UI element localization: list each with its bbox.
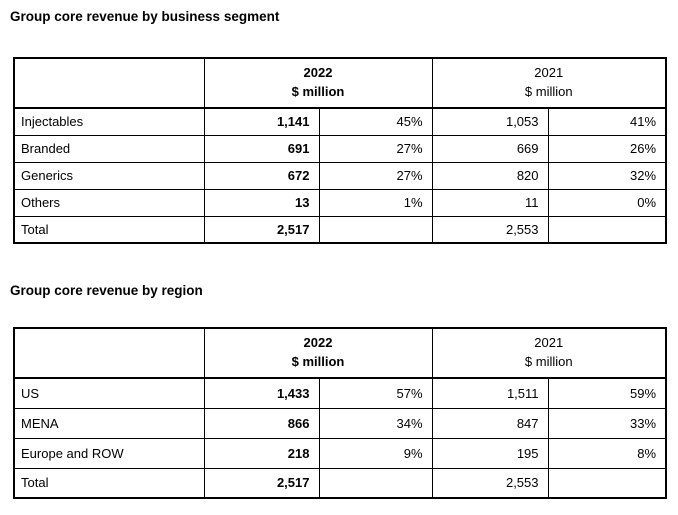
region-header-2022-year: 2022 [303,335,333,350]
value-2021: 195 [431,437,549,469]
row-label: MENA [13,407,205,439]
percent-2022 [318,215,433,244]
percent-2022: 27% [318,134,433,163]
value-2021: 820 [431,161,549,190]
value-2021: 669 [431,134,549,163]
segment-section-title: Group core revenue by business segment [10,9,280,24]
value-2022: 2,517 [203,215,320,244]
percent-2021: 26% [547,134,667,163]
percent-2022: 45% [318,107,433,136]
percent-2022: 57% [318,377,433,409]
value-2021: 2,553 [431,467,549,499]
segment-header-2021: 2021 $ million [431,57,667,109]
value-2021: 1,511 [431,377,549,409]
segment-header-empty-cell [13,57,205,109]
percent-2022 [318,467,433,499]
value-2021: 1,053 [431,107,549,136]
value-2022: 2,517 [203,467,320,499]
percent-2021: 32% [547,161,667,190]
segment-header-row: 2022 $ million 2021 $ million [13,57,667,109]
segment-header-2022-unit: $ million [291,84,345,99]
segment-header-2022: 2022 $ million [203,57,433,109]
row-label: Branded [13,134,205,163]
region-revenue-table: 2022 $ million 2021 $ million US 1,433 5… [13,327,668,499]
table-row: Generics 672 27% 820 32% [13,161,667,190]
value-2021: 11 [431,188,549,217]
row-label: Generics [13,161,205,190]
table-row: Injectables 1,141 45% 1,053 41% [13,107,667,136]
value-2022: 218 [203,437,320,469]
row-label: Injectables [13,107,205,136]
percent-2021: 8% [547,437,667,469]
value-2021: 2,553 [431,215,549,244]
value-2022: 672 [203,161,320,190]
table-row-total: Total 2,517 2,553 [13,215,667,244]
segment-table-header: 2022 $ million 2021 $ million [13,57,667,109]
table-row-total: Total 2,517 2,553 [13,467,667,499]
percent-2022: 1% [318,188,433,217]
region-header-2022-unit: $ million [291,354,345,369]
value-2022: 13 [203,188,320,217]
percent-2021 [547,467,667,499]
row-label: Others [13,188,205,217]
value-2022: 1,433 [203,377,320,409]
percent-2021: 41% [547,107,667,136]
region-header-2022: 2022 $ million [203,327,433,379]
row-label: Europe and ROW [13,437,205,469]
percent-2021 [547,215,667,244]
table-row: MENA 866 34% 847 33% [13,407,667,439]
row-label: US [13,377,205,409]
region-header-2021-unit: $ million [524,354,573,369]
table-row: Branded 691 27% 669 26% [13,134,667,163]
region-header-2021-year: 2021 [534,335,564,350]
region-section-title: Group core revenue by region [10,283,203,298]
table-row: US 1,433 57% 1,511 59% [13,377,667,409]
row-label: Total [13,215,205,244]
percent-2022: 9% [318,437,433,469]
segment-header-2021-unit: $ million [524,84,573,99]
percent-2022: 34% [318,407,433,439]
table-row: Europe and ROW 218 9% 195 8% [13,437,667,469]
percent-2021: 59% [547,377,667,409]
region-table-header: 2022 $ million 2021 $ million [13,327,667,379]
row-label: Total [13,467,205,499]
segment-header-2021-year: 2021 [534,65,564,80]
segment-revenue-table: 2022 $ million 2021 $ million Injectable… [13,57,668,244]
percent-2021: 0% [547,188,667,217]
region-header-2021: 2021 $ million [431,327,667,379]
percent-2021: 33% [547,407,667,439]
region-header-row: 2022 $ million 2021 $ million [13,327,667,379]
value-2022: 1,141 [203,107,320,136]
region-header-empty-cell [13,327,205,379]
value-2022: 866 [203,407,320,439]
value-2021: 847 [431,407,549,439]
value-2022: 691 [203,134,320,163]
table-row: Others 13 1% 11 0% [13,188,667,217]
percent-2022: 27% [318,161,433,190]
segment-header-2022-year: 2022 [303,65,333,80]
